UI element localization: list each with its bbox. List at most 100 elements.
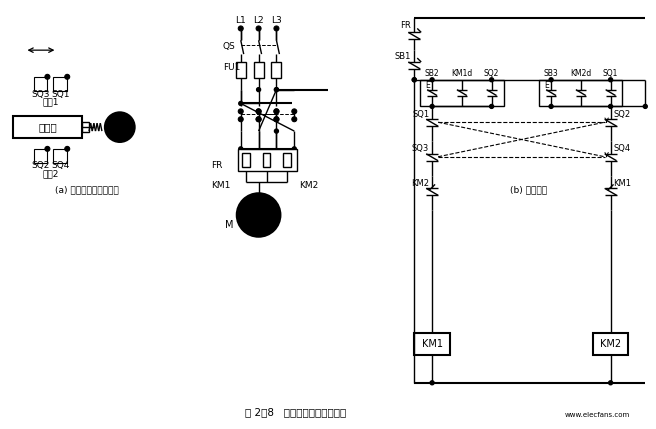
Text: KM2: KM2: [299, 181, 319, 190]
Circle shape: [549, 78, 553, 82]
Circle shape: [274, 88, 278, 92]
Circle shape: [237, 193, 280, 237]
Circle shape: [256, 88, 260, 92]
Text: SQ1: SQ1: [412, 110, 429, 119]
Text: 工作台: 工作台: [38, 122, 57, 132]
Circle shape: [412, 78, 417, 82]
Text: 位置2: 位置2: [42, 169, 58, 178]
Circle shape: [65, 146, 70, 151]
Text: 3~: 3~: [113, 127, 127, 136]
Text: M: M: [253, 205, 265, 218]
Bar: [53, 77, 67, 91]
Text: SQ2: SQ2: [613, 110, 630, 119]
Text: (b) 控制线路: (b) 控制线路: [510, 186, 547, 195]
Circle shape: [105, 112, 134, 142]
Bar: [12, 116, 82, 138]
Bar: [414, 333, 450, 355]
Text: SQ1: SQ1: [603, 69, 618, 79]
Circle shape: [274, 26, 279, 31]
Bar: [236, 62, 246, 78]
Text: SQ3: SQ3: [412, 145, 429, 153]
Bar: [242, 153, 250, 166]
Bar: [33, 77, 47, 91]
Circle shape: [256, 117, 261, 122]
Circle shape: [412, 78, 417, 82]
Text: FR: FR: [211, 161, 222, 170]
Circle shape: [274, 117, 279, 122]
Text: M: M: [224, 220, 233, 230]
Text: 图 2－8   自动循环往复控制线路: 图 2－8 自动循环往复控制线路: [245, 408, 346, 417]
Circle shape: [430, 78, 434, 82]
Bar: [262, 153, 270, 166]
Text: E: E: [544, 81, 549, 90]
Bar: [420, 80, 504, 106]
Circle shape: [239, 102, 243, 106]
Text: FU1: FU1: [223, 63, 240, 73]
Circle shape: [549, 104, 553, 109]
Text: FR: FR: [401, 21, 411, 30]
Text: E: E: [425, 81, 430, 90]
Text: KM2: KM2: [600, 339, 621, 349]
Text: SB2: SB2: [425, 69, 440, 79]
Text: SB3: SB3: [544, 69, 558, 79]
Text: SQ4: SQ4: [613, 145, 630, 153]
Circle shape: [489, 78, 493, 82]
Text: L3: L3: [271, 16, 282, 25]
Circle shape: [274, 117, 279, 122]
Text: SB1: SB1: [395, 51, 411, 60]
Circle shape: [274, 129, 278, 133]
Text: L2: L2: [253, 16, 264, 25]
Text: SQ2: SQ2: [484, 69, 499, 79]
Text: SQ3: SQ3: [31, 90, 50, 99]
Text: (a) 工作自动循环示意图: (a) 工作自动循环示意图: [55, 186, 119, 195]
Text: KM2: KM2: [411, 179, 429, 188]
Bar: [254, 62, 264, 78]
Circle shape: [644, 104, 647, 109]
Text: SQ2: SQ2: [31, 161, 50, 170]
Circle shape: [293, 147, 297, 151]
Circle shape: [238, 26, 243, 31]
Bar: [272, 62, 281, 78]
Circle shape: [45, 146, 50, 151]
Circle shape: [65, 74, 70, 79]
Circle shape: [256, 117, 261, 122]
Text: SQ1: SQ1: [51, 90, 70, 99]
Circle shape: [430, 104, 434, 109]
Bar: [53, 149, 67, 163]
Bar: [237, 149, 297, 171]
Circle shape: [274, 88, 278, 92]
Text: 位置1: 位置1: [42, 97, 58, 106]
Circle shape: [274, 109, 279, 114]
Circle shape: [430, 381, 434, 385]
Circle shape: [256, 109, 261, 114]
Bar: [593, 333, 628, 355]
Text: KM2d: KM2d: [570, 69, 592, 79]
Text: SQ4: SQ4: [51, 161, 70, 170]
Circle shape: [489, 104, 493, 109]
Text: www.elecfans.com: www.elecfans.com: [565, 412, 630, 418]
Circle shape: [609, 381, 613, 385]
Text: KM1: KM1: [422, 339, 443, 349]
Circle shape: [274, 109, 279, 114]
Circle shape: [238, 109, 243, 114]
Bar: [82, 122, 89, 132]
Circle shape: [45, 74, 50, 79]
Text: QS: QS: [223, 42, 236, 51]
Circle shape: [609, 104, 613, 109]
Circle shape: [292, 109, 297, 114]
Text: L1: L1: [236, 16, 246, 25]
Text: M: M: [115, 120, 125, 130]
Bar: [539, 80, 623, 106]
Circle shape: [239, 147, 243, 151]
Text: KM1: KM1: [613, 179, 632, 188]
Circle shape: [256, 26, 261, 31]
Text: 3~: 3~: [251, 217, 266, 227]
Circle shape: [292, 117, 297, 122]
Circle shape: [256, 109, 261, 114]
Text: KM1d: KM1d: [451, 69, 472, 79]
Bar: [283, 153, 291, 166]
Bar: [33, 149, 47, 163]
Circle shape: [238, 117, 243, 122]
Text: KM1: KM1: [211, 181, 230, 190]
Circle shape: [609, 78, 613, 82]
